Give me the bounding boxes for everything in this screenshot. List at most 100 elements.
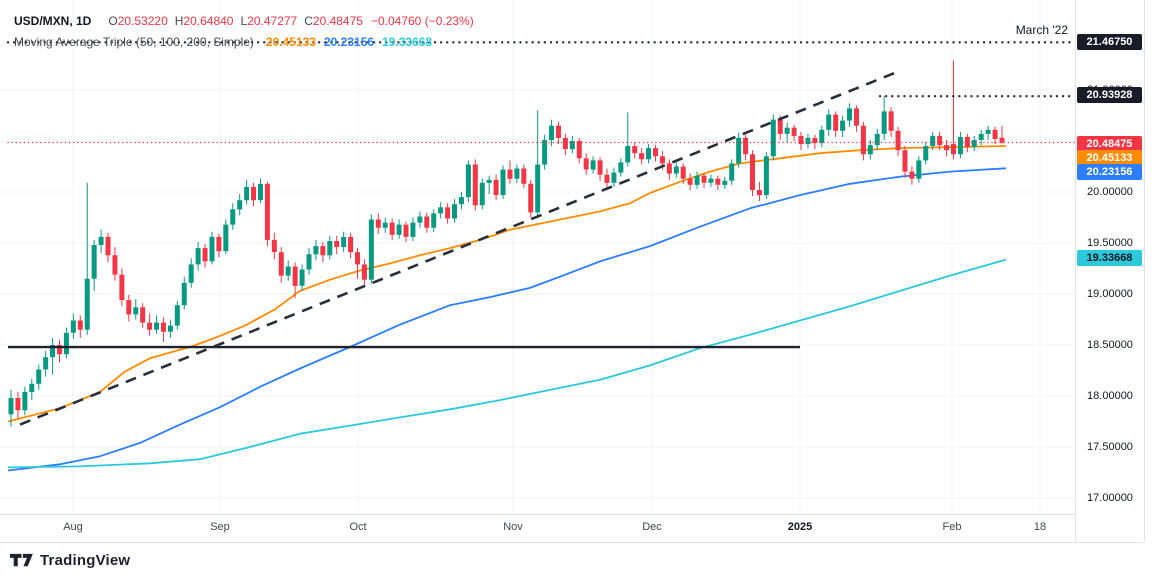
candle-body xyxy=(833,114,839,131)
candle-body xyxy=(223,224,229,252)
candle-body xyxy=(237,200,243,210)
time-tick-label: Feb xyxy=(942,521,962,533)
candle-body xyxy=(63,332,69,355)
candle-body xyxy=(750,154,756,190)
candle-body xyxy=(396,224,402,235)
candle-body xyxy=(251,186,257,201)
candle-body xyxy=(701,175,707,183)
candle-body xyxy=(431,213,437,228)
candle-body xyxy=(160,322,166,332)
candle-body xyxy=(826,114,832,130)
price-badge: 20.23156 xyxy=(1077,164,1142,180)
candle-body xyxy=(881,111,887,134)
candle-body xyxy=(708,178,714,183)
candle-body xyxy=(202,248,208,262)
candle-body xyxy=(84,278,90,330)
candle-body xyxy=(154,322,160,330)
candle-body xyxy=(562,137,568,150)
candle-body xyxy=(840,120,846,131)
candle-body xyxy=(950,144,956,155)
candle-body xyxy=(417,216,423,223)
candle-body xyxy=(181,282,187,306)
open-value: 20.53220 xyxy=(117,14,168,28)
candle-body xyxy=(389,222,395,235)
candle-body xyxy=(445,207,451,219)
candle-body xyxy=(147,322,153,330)
candle-body xyxy=(458,197,464,205)
price-axis[interactable]: 21.0000020.5000020.0000019.5000019.00000… xyxy=(1075,0,1145,541)
time-axis[interactable]: Aug Sep Oct Nov Dec 2025 Feb 18 xyxy=(0,514,1143,543)
candle-body xyxy=(278,252,284,276)
price-tick-label: 17.50000 xyxy=(1087,441,1133,453)
candle-body xyxy=(119,274,125,301)
candle-body xyxy=(777,119,783,134)
candle-body xyxy=(569,141,575,150)
candle-body xyxy=(174,305,180,326)
candle-body xyxy=(542,140,548,165)
candle-body xyxy=(770,119,776,157)
brand-text[interactable]: TradingView xyxy=(40,552,131,569)
ma100-value: 20.23156 xyxy=(323,35,375,49)
candle-body xyxy=(91,245,97,279)
ma50-value: 20.45133 xyxy=(265,35,316,49)
candle-body xyxy=(36,369,42,384)
candle-body xyxy=(424,216,430,228)
candle-body xyxy=(15,398,21,411)
candle-body xyxy=(271,239,277,253)
price-tick-label: 18.00000 xyxy=(1087,390,1133,402)
candle-body xyxy=(722,180,728,185)
candle-body xyxy=(784,127,790,134)
candle-body xyxy=(583,158,589,170)
candle-body xyxy=(105,236,111,256)
candle-body xyxy=(355,252,360,265)
candle-body xyxy=(756,190,762,196)
candle-body xyxy=(860,125,866,155)
candle-body xyxy=(694,175,700,185)
symbol-title[interactable]: USD/MXN, 1D xyxy=(14,14,92,28)
candle-body xyxy=(133,307,139,315)
candle-body xyxy=(361,264,367,280)
low-value: 20.47277 xyxy=(247,14,298,28)
chart-plot-pane[interactable] xyxy=(0,0,1075,514)
candle-body xyxy=(632,146,638,154)
candle-body xyxy=(341,236,347,248)
candle-body xyxy=(992,129,998,139)
trendline-dashed[interactable] xyxy=(19,70,899,426)
candle-body xyxy=(285,266,291,276)
footer: TradingView xyxy=(10,552,130,569)
candle-body xyxy=(902,150,908,172)
candle-body xyxy=(334,241,340,248)
price-tick-label: 20.00000 xyxy=(1087,186,1133,198)
candle-body xyxy=(549,125,555,140)
march-22-label[interactable]: March '22 xyxy=(1015,23,1068,37)
candle-body xyxy=(348,236,354,253)
indicator-title[interactable]: Moving Average Triple (50, 100, 200, Sim… xyxy=(14,35,254,49)
candlestick-series xyxy=(8,60,1005,427)
tradingview-logo-icon[interactable] xyxy=(10,553,33,568)
candle-body xyxy=(847,108,853,121)
candle-body xyxy=(57,345,63,355)
candle-body xyxy=(292,266,298,286)
candle-body xyxy=(438,207,444,214)
candle-body xyxy=(500,169,506,196)
price-tick-label: 17.00000 xyxy=(1087,492,1133,504)
candle-body xyxy=(937,135,943,146)
candle-body xyxy=(729,163,735,181)
candle-body xyxy=(604,174,610,183)
candle-body xyxy=(493,179,499,196)
candle-body xyxy=(382,222,388,228)
candle-body xyxy=(930,135,936,147)
candle-body xyxy=(888,111,894,131)
candle-body xyxy=(909,171,915,179)
candle-body xyxy=(652,148,658,157)
candle-body xyxy=(244,186,250,201)
candle-body xyxy=(403,224,409,237)
time-tick-label: 2025 xyxy=(787,521,813,533)
candle-body xyxy=(646,148,652,160)
time-tick-label: Sep xyxy=(210,521,230,533)
candle-body xyxy=(410,222,416,237)
ma200-value: 19.33668 xyxy=(382,35,433,49)
price-badge: 21.46750 xyxy=(1077,34,1142,50)
candle-body xyxy=(216,236,222,252)
candle-body xyxy=(971,140,977,148)
